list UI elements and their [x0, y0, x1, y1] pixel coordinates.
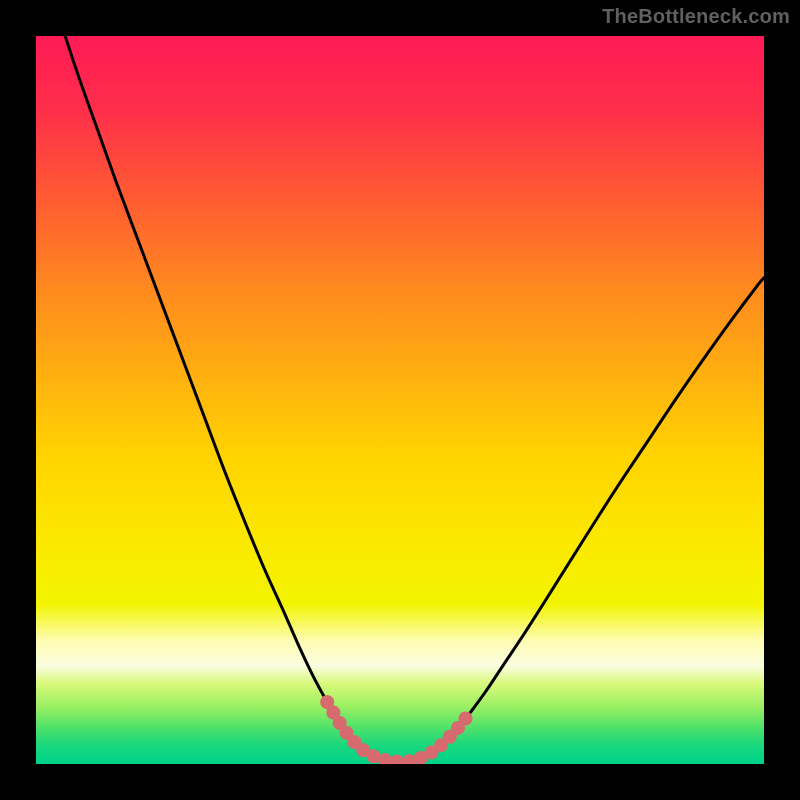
highlight-dot [390, 755, 404, 764]
highlight-dots [320, 695, 472, 764]
highlight-dot [459, 712, 473, 726]
plot-svg [36, 36, 764, 764]
bottleneck-curve [65, 36, 764, 762]
plot-area [36, 36, 764, 764]
chart-frame: TheBottleneck.com [0, 0, 800, 800]
watermark-text: TheBottleneck.com [602, 6, 790, 29]
